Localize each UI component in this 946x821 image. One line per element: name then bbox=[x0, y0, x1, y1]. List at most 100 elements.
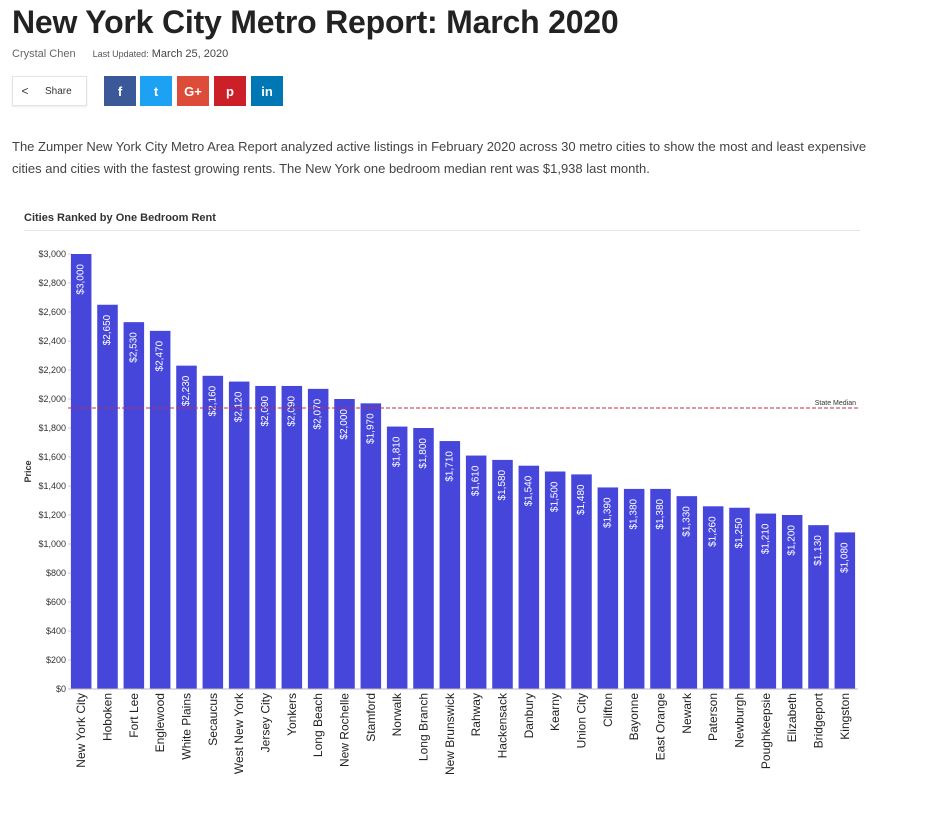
bar-value-label: $1,610 bbox=[471, 465, 482, 496]
linkedin-icon: in bbox=[261, 83, 273, 99]
google-plus-icon: G+ bbox=[184, 83, 202, 99]
x-tick-label: Jersey City bbox=[259, 693, 273, 752]
y-tick-label: $800 bbox=[46, 568, 66, 578]
y-tick-label: $1,400 bbox=[38, 481, 66, 491]
twitter-share-button[interactable]: t bbox=[140, 76, 172, 106]
bar-value-label: $1,080 bbox=[839, 542, 850, 573]
bar bbox=[650, 488, 671, 689]
x-tick-label: Union City bbox=[575, 693, 589, 748]
bar-value-label: $1,380 bbox=[629, 498, 640, 529]
bar-value-label: $2,090 bbox=[260, 396, 271, 427]
bar bbox=[149, 330, 171, 689]
article-meta: Crystal Chen Last Updated: March 25, 202… bbox=[12, 48, 228, 60]
bar bbox=[571, 474, 592, 689]
y-tick-label: $1,200 bbox=[38, 510, 66, 520]
x-tick-label: Kingston bbox=[838, 693, 852, 740]
bar-value-label: $1,330 bbox=[681, 506, 692, 537]
bar-value-label: $2,470 bbox=[155, 340, 166, 371]
bar bbox=[334, 399, 355, 689]
google-plus-share-button[interactable]: G+ bbox=[177, 76, 209, 106]
bar bbox=[492, 459, 513, 689]
bar-value-label: $1,210 bbox=[760, 523, 771, 554]
bar-value-label: $1,580 bbox=[497, 469, 508, 500]
x-tick-label: New York City bbox=[74, 693, 88, 768]
bar-value-label: $2,120 bbox=[234, 391, 245, 422]
y-axis-label: Price bbox=[23, 460, 33, 482]
y-tick-label: $600 bbox=[46, 597, 66, 607]
share-button[interactable]: < Share bbox=[12, 76, 87, 106]
pinterest-icon: p bbox=[226, 83, 234, 99]
bar bbox=[123, 322, 145, 689]
bar-value-label: $2,650 bbox=[102, 314, 113, 345]
bar-value-label: $1,800 bbox=[418, 438, 429, 469]
bar bbox=[676, 496, 698, 689]
x-tick-label: New Brunswick bbox=[443, 692, 457, 775]
y-tick-label: $1,000 bbox=[38, 539, 66, 549]
x-tick-label: Bayonne bbox=[627, 693, 641, 741]
x-tick-label: New Rochelle bbox=[338, 693, 352, 767]
bar bbox=[597, 487, 619, 689]
x-tick-label: Englewood bbox=[153, 693, 167, 752]
facebook-share-button[interactable]: f bbox=[104, 76, 136, 106]
share-icon: < bbox=[21, 84, 29, 98]
bar bbox=[202, 375, 224, 689]
bar bbox=[413, 428, 434, 689]
bar bbox=[307, 388, 329, 689]
x-tick-label: Newark bbox=[680, 692, 694, 734]
bar bbox=[176, 365, 197, 689]
x-tick-label: Elizabeth bbox=[785, 693, 799, 742]
intro-paragraph: The Zumper New York City Metro Area Repo… bbox=[12, 139, 867, 176]
y-tick-label: $1,600 bbox=[38, 452, 66, 462]
x-tick-label: Danbury bbox=[522, 693, 536, 738]
bar-value-label: $3,000 bbox=[76, 264, 87, 295]
bar bbox=[544, 471, 566, 689]
y-tick-label: $2,200 bbox=[38, 365, 66, 375]
share-label: Share bbox=[45, 85, 72, 97]
x-tick-label: West New York bbox=[232, 692, 246, 774]
bar-value-label: $2,530 bbox=[128, 332, 139, 363]
y-tick-label: $1,800 bbox=[38, 423, 66, 433]
bar-value-label: $1,710 bbox=[444, 451, 455, 482]
facebook-icon: f bbox=[117, 83, 123, 99]
last-updated-label: Last Updated: bbox=[92, 49, 149, 59]
bar-value-label: $1,970 bbox=[365, 413, 376, 444]
bar bbox=[808, 525, 829, 689]
twitter-icon: t bbox=[153, 83, 159, 99]
bar bbox=[781, 515, 803, 689]
x-tick-label: East Orange bbox=[654, 693, 668, 761]
pinterest-share-button[interactable]: p bbox=[214, 76, 246, 106]
x-tick-label: Norwalk bbox=[390, 692, 404, 736]
bar bbox=[97, 304, 118, 689]
x-tick-label: Long Beach bbox=[311, 693, 325, 757]
page-title: New York City Metro Report: March 2020 bbox=[12, 4, 619, 40]
state-median-label: State Median bbox=[815, 400, 856, 407]
bar-value-label: $2,070 bbox=[313, 398, 324, 429]
y-tick-label: $2,600 bbox=[38, 307, 66, 317]
x-tick-label: Yonkers bbox=[285, 693, 299, 736]
y-tick-label: $200 bbox=[46, 655, 66, 665]
x-tick-label: Secaucus bbox=[206, 693, 220, 746]
bar bbox=[834, 532, 856, 689]
author-name[interactable]: Crystal Chen bbox=[12, 48, 76, 60]
y-tick-label: $2,800 bbox=[38, 278, 66, 288]
linkedin-share-button[interactable]: in bbox=[251, 76, 283, 106]
chart-title-divider bbox=[24, 230, 860, 231]
bar-value-label: $2,230 bbox=[181, 375, 192, 406]
bar bbox=[228, 381, 250, 689]
bar bbox=[702, 506, 724, 689]
bar-value-label: $1,500 bbox=[550, 481, 561, 512]
x-tick-label: Kearny bbox=[548, 693, 562, 731]
x-tick-label: Hoboken bbox=[101, 693, 115, 741]
y-tick-label: $0 bbox=[56, 684, 66, 694]
bar-value-label: $1,480 bbox=[576, 484, 587, 515]
bar-value-label: $1,810 bbox=[392, 436, 403, 467]
x-tick-label: Newburgh bbox=[733, 693, 747, 748]
bar bbox=[465, 455, 487, 689]
bar bbox=[755, 513, 777, 689]
y-tick-label: $2,400 bbox=[38, 336, 66, 346]
x-tick-label: Hackensack bbox=[496, 692, 510, 758]
x-tick-label: Stamford bbox=[364, 693, 378, 742]
bar bbox=[70, 254, 92, 689]
bar-value-label: $2,160 bbox=[207, 385, 218, 416]
